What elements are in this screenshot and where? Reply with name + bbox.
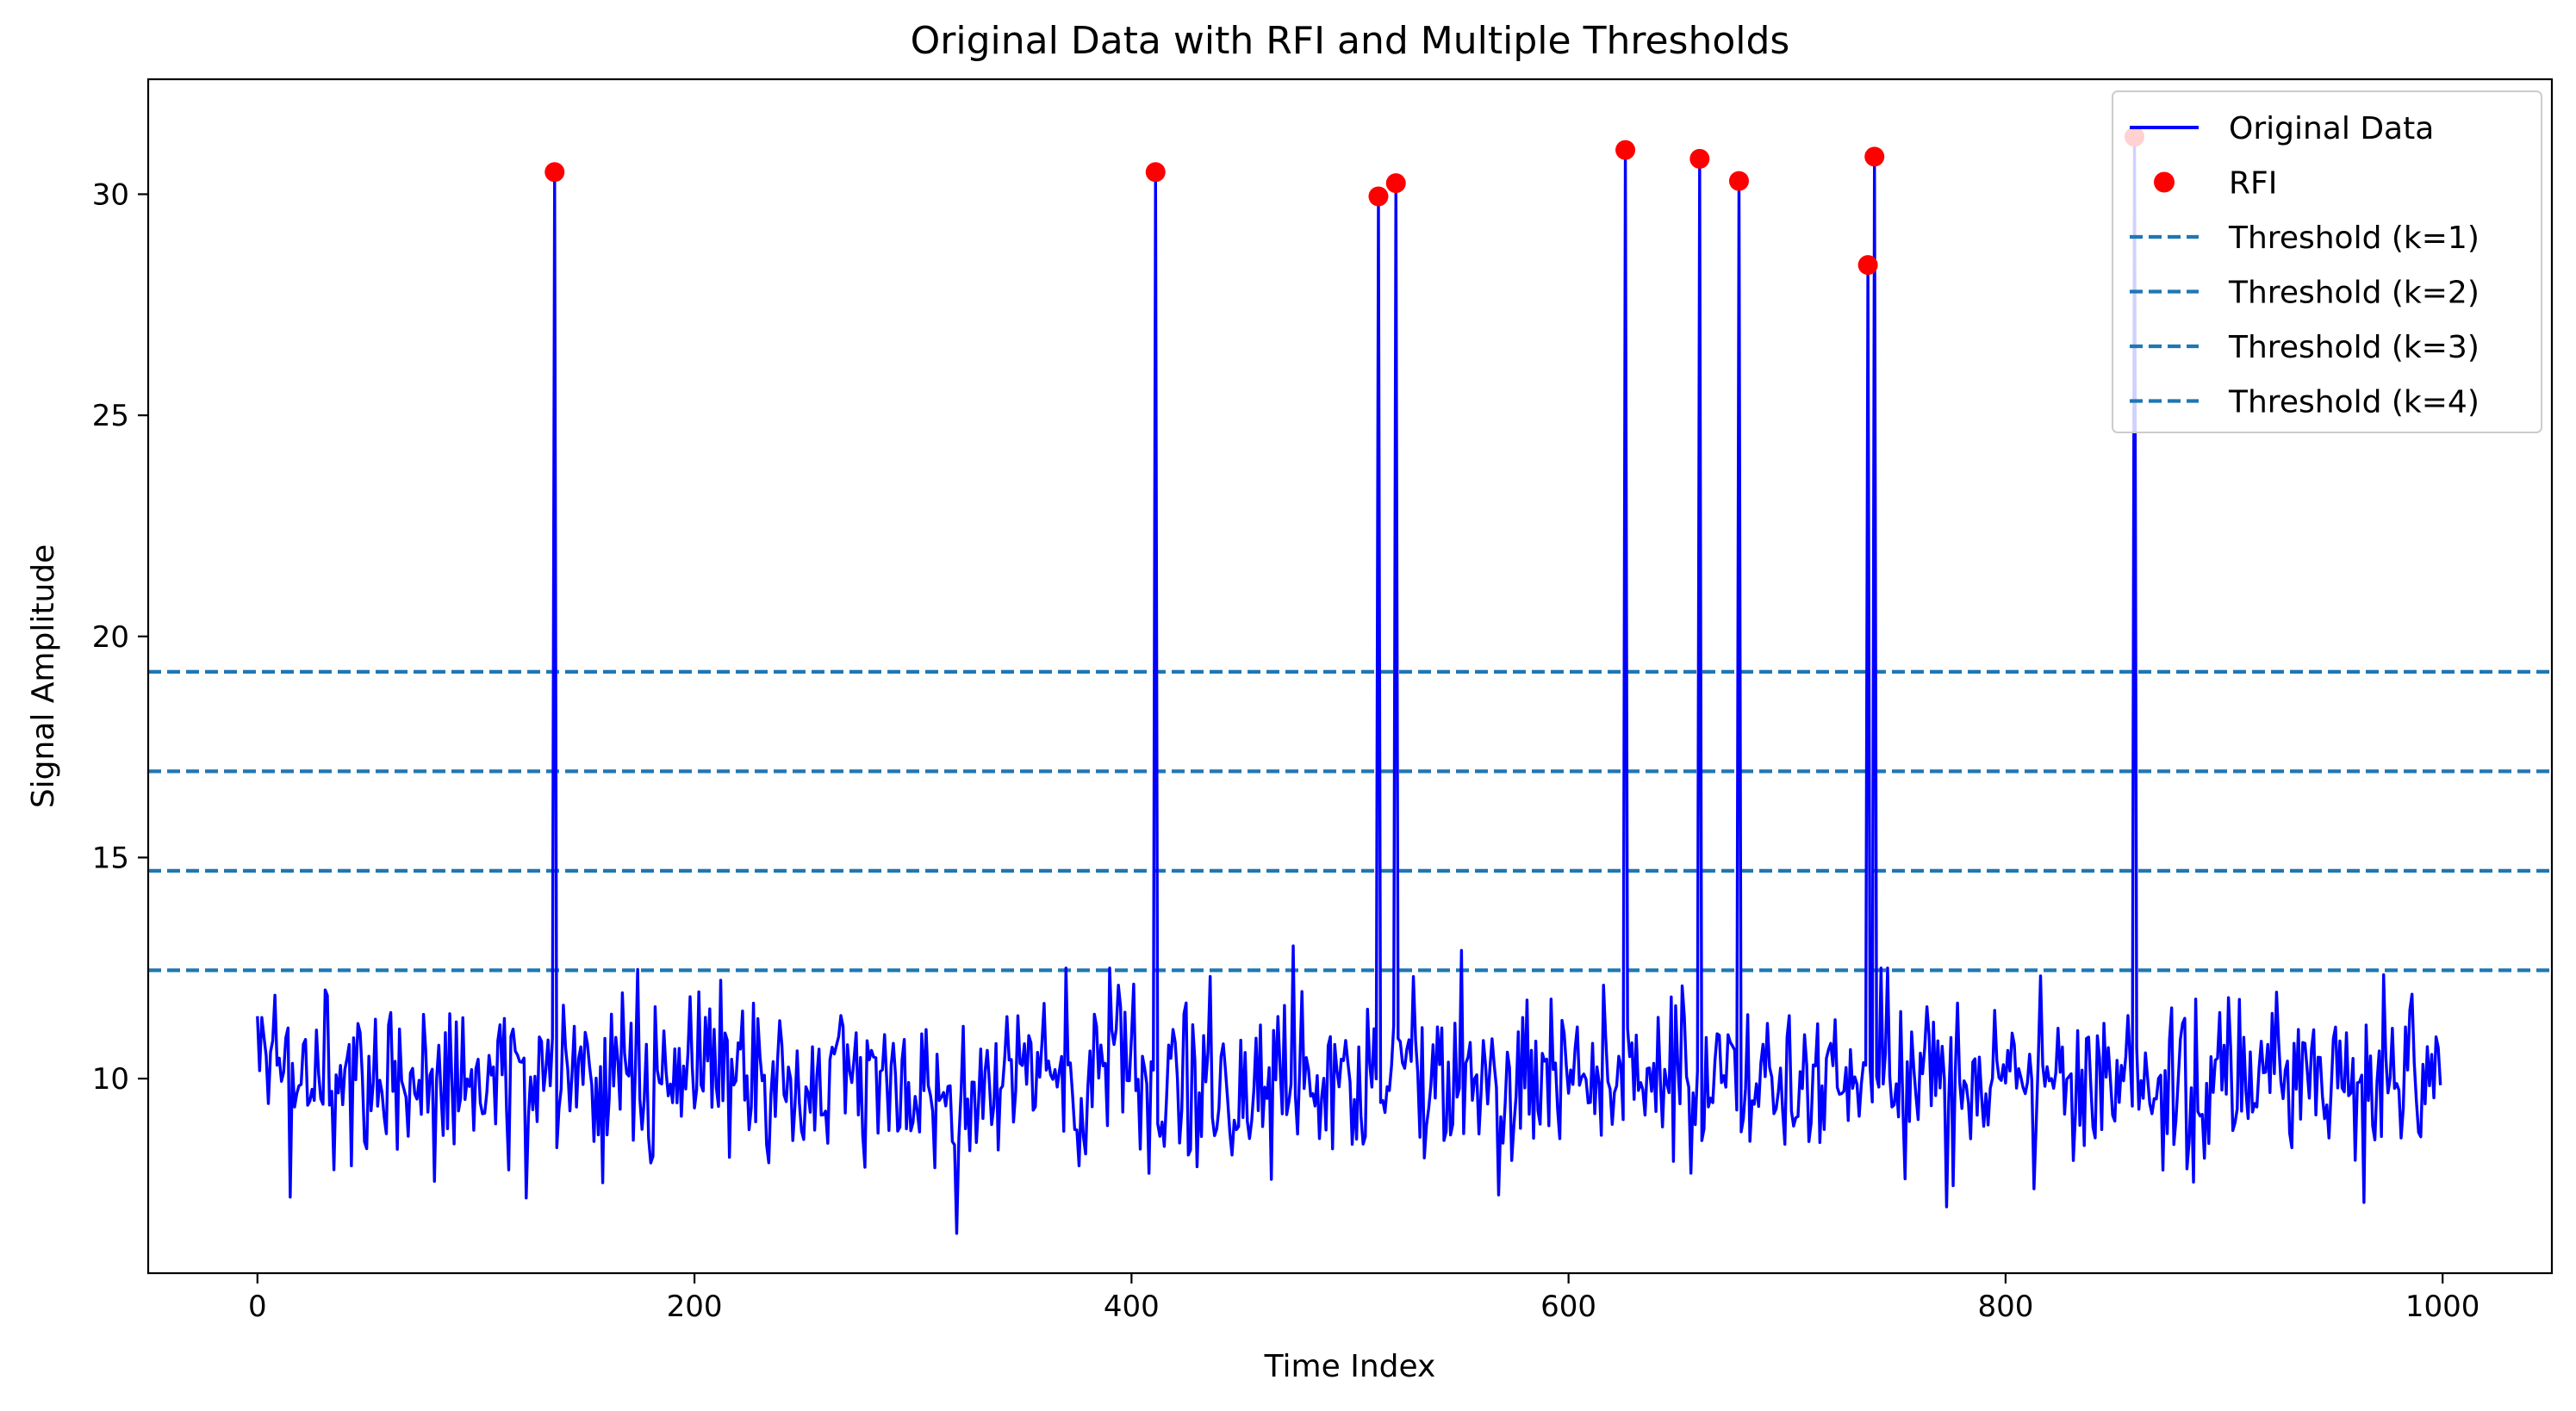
- legend: Original Data RFI Threshold (k=1) Threshold…: [2112, 90, 2542, 433]
- legend-label: RFI: [2229, 166, 2277, 202]
- legend-swatch-dot: [2154, 171, 2175, 193]
- x-tick-label: 200: [667, 1290, 723, 1324]
- y-tick-label: 25: [92, 399, 129, 433]
- axes-frame: [146, 78, 2554, 1275]
- x-tick-label: 0: [248, 1290, 267, 1324]
- x-tick-label: 1000: [2405, 1290, 2480, 1324]
- rfi-point: [1689, 148, 1710, 169]
- legend-label: Threshold (k=4): [2228, 385, 2480, 420]
- chart-title: Original Data with RFI and Multiple Thre…: [911, 19, 1790, 63]
- rfi-point: [1385, 173, 1406, 194]
- x-axis-title: Time Index: [1264, 1349, 1436, 1384]
- y-tick-label: 10: [92, 1062, 129, 1097]
- rfi-point: [1864, 146, 1885, 167]
- y-axis-title: Signal Amplitude: [26, 544, 61, 809]
- rfi-point: [544, 162, 565, 183]
- rfi-point: [1857, 255, 1878, 276]
- data-series-line: [256, 135, 2442, 1235]
- rfi-point: [1615, 140, 1636, 160]
- x-tick-label: 600: [1540, 1290, 1596, 1324]
- legend-label: Threshold (k=3): [2228, 330, 2480, 365]
- legend-label: Threshold (k=1): [2228, 221, 2480, 256]
- rfi-point: [1368, 186, 1389, 207]
- rfi-point: [1728, 171, 1749, 191]
- y-axis: 10 15 20 25 30: [92, 177, 148, 1097]
- y-tick-label: 30: [92, 177, 129, 212]
- y-tick-label: 15: [92, 841, 129, 875]
- x-tick-label: 400: [1104, 1290, 1160, 1324]
- x-axis: 0 200 400 600 800 1000: [248, 1273, 2480, 1324]
- legend-label: Original Data: [2229, 111, 2434, 146]
- x-tick-label: 800: [1977, 1290, 2033, 1324]
- y-tick-label: 20: [92, 620, 129, 655]
- rfi-point: [1145, 162, 1166, 183]
- legend-label: Threshold (k=2): [2228, 276, 2480, 311]
- legend-box: [2112, 90, 2542, 433]
